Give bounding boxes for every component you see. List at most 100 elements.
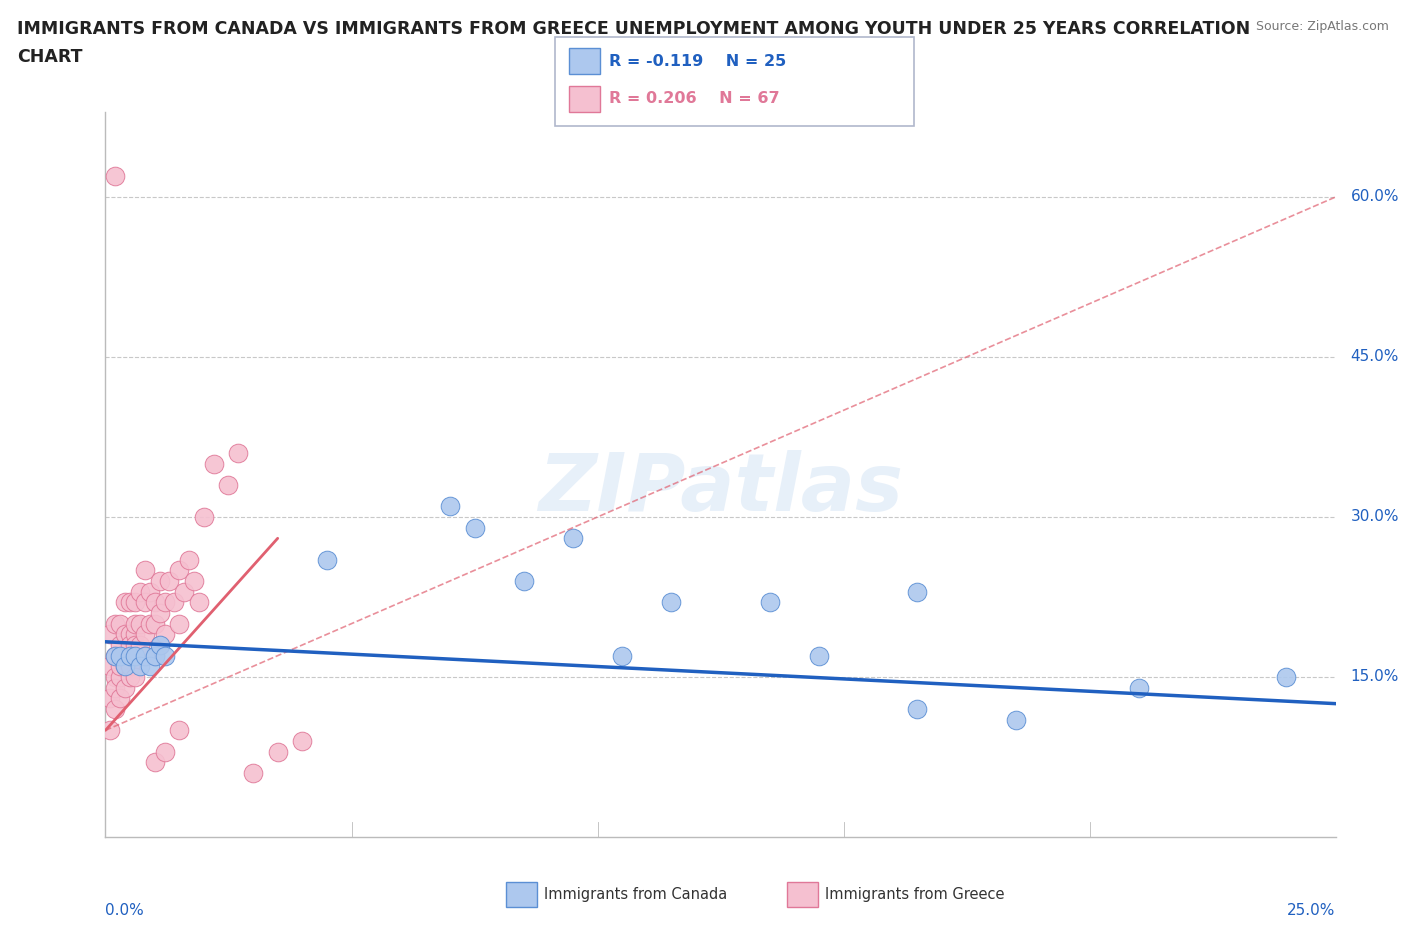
Point bbox=[228, 445, 250, 460]
Text: Immigrants from Greece: Immigrants from Greece bbox=[825, 887, 1005, 902]
Text: R = 0.206    N = 67: R = 0.206 N = 67 bbox=[609, 91, 779, 106]
Point bbox=[267, 744, 290, 759]
Point bbox=[98, 691, 122, 706]
Point bbox=[143, 617, 166, 631]
Point bbox=[138, 617, 162, 631]
Point bbox=[159, 574, 180, 589]
Text: 25.0%: 25.0% bbox=[1288, 903, 1336, 918]
Point bbox=[98, 658, 122, 673]
Point bbox=[104, 648, 127, 663]
Point bbox=[104, 670, 127, 684]
Point bbox=[218, 477, 240, 492]
Point bbox=[661, 595, 683, 610]
Point bbox=[193, 510, 215, 525]
Point bbox=[134, 627, 156, 642]
Point bbox=[439, 498, 461, 513]
Point bbox=[120, 627, 141, 642]
Point bbox=[104, 648, 127, 663]
Point bbox=[104, 701, 127, 716]
Point bbox=[129, 617, 152, 631]
Text: 0.0%: 0.0% bbox=[105, 903, 145, 918]
Point bbox=[562, 531, 585, 546]
Point bbox=[1128, 680, 1150, 695]
Text: IMMIGRANTS FROM CANADA VS IMMIGRANTS FROM GREECE UNEMPLOYMENT AMONG YOUTH UNDER : IMMIGRANTS FROM CANADA VS IMMIGRANTS FRO… bbox=[17, 20, 1250, 38]
Text: 45.0%: 45.0% bbox=[1350, 350, 1399, 365]
Point bbox=[134, 595, 156, 610]
Point bbox=[513, 574, 536, 589]
Point bbox=[183, 574, 205, 589]
Point bbox=[149, 605, 172, 620]
Point bbox=[120, 595, 141, 610]
Text: Immigrants from Canada: Immigrants from Canada bbox=[544, 887, 727, 902]
Point bbox=[134, 648, 156, 663]
Point bbox=[134, 563, 156, 578]
Point bbox=[110, 670, 132, 684]
Point bbox=[179, 552, 201, 567]
Point bbox=[114, 627, 136, 642]
Point bbox=[291, 734, 314, 749]
Point bbox=[114, 595, 136, 610]
Point bbox=[110, 638, 132, 653]
Point bbox=[120, 658, 141, 673]
Point bbox=[153, 595, 176, 610]
Point bbox=[114, 658, 136, 673]
Point bbox=[129, 638, 152, 653]
Point bbox=[104, 168, 127, 183]
Point bbox=[129, 584, 152, 599]
Point bbox=[173, 584, 195, 599]
Point bbox=[143, 755, 166, 770]
Point bbox=[104, 680, 127, 695]
Point bbox=[149, 638, 172, 653]
Point bbox=[907, 584, 929, 599]
Point bbox=[163, 595, 186, 610]
Point bbox=[153, 648, 176, 663]
Point bbox=[143, 595, 166, 610]
Point bbox=[149, 638, 172, 653]
Point bbox=[138, 658, 162, 673]
Point bbox=[124, 638, 146, 653]
Text: 15.0%: 15.0% bbox=[1350, 670, 1399, 684]
Point bbox=[1004, 712, 1026, 727]
Point bbox=[124, 595, 146, 610]
Point bbox=[124, 617, 146, 631]
Point bbox=[120, 638, 141, 653]
Point bbox=[120, 670, 141, 684]
Point bbox=[315, 552, 337, 567]
Text: CHART: CHART bbox=[17, 48, 83, 66]
Point bbox=[110, 691, 132, 706]
Point bbox=[242, 765, 264, 780]
Point bbox=[124, 627, 146, 642]
Point bbox=[114, 658, 136, 673]
Point bbox=[104, 617, 127, 631]
Point bbox=[1275, 670, 1298, 684]
Point bbox=[169, 563, 191, 578]
Point bbox=[143, 648, 166, 663]
Point bbox=[134, 648, 156, 663]
Text: Source: ZipAtlas.com: Source: ZipAtlas.com bbox=[1256, 20, 1389, 33]
Point bbox=[907, 701, 929, 716]
Point bbox=[114, 648, 136, 663]
Point bbox=[202, 457, 225, 472]
Point bbox=[98, 627, 122, 642]
Text: ZIPatlas: ZIPatlas bbox=[538, 450, 903, 528]
Point bbox=[464, 520, 486, 535]
Point bbox=[169, 617, 191, 631]
Point bbox=[114, 680, 136, 695]
Point bbox=[124, 648, 146, 663]
Point bbox=[120, 648, 141, 663]
Point bbox=[149, 574, 172, 589]
Point bbox=[124, 648, 146, 663]
Text: 30.0%: 30.0% bbox=[1350, 510, 1399, 525]
Point bbox=[807, 648, 830, 663]
Point bbox=[138, 584, 162, 599]
Point bbox=[98, 723, 122, 737]
Point bbox=[124, 670, 146, 684]
Point bbox=[169, 723, 191, 737]
Point bbox=[143, 648, 166, 663]
Point bbox=[153, 744, 176, 759]
Text: R = -0.119    N = 25: R = -0.119 N = 25 bbox=[609, 54, 786, 69]
Point bbox=[153, 627, 176, 642]
Point bbox=[120, 648, 141, 663]
Point bbox=[610, 648, 633, 663]
Point bbox=[759, 595, 782, 610]
